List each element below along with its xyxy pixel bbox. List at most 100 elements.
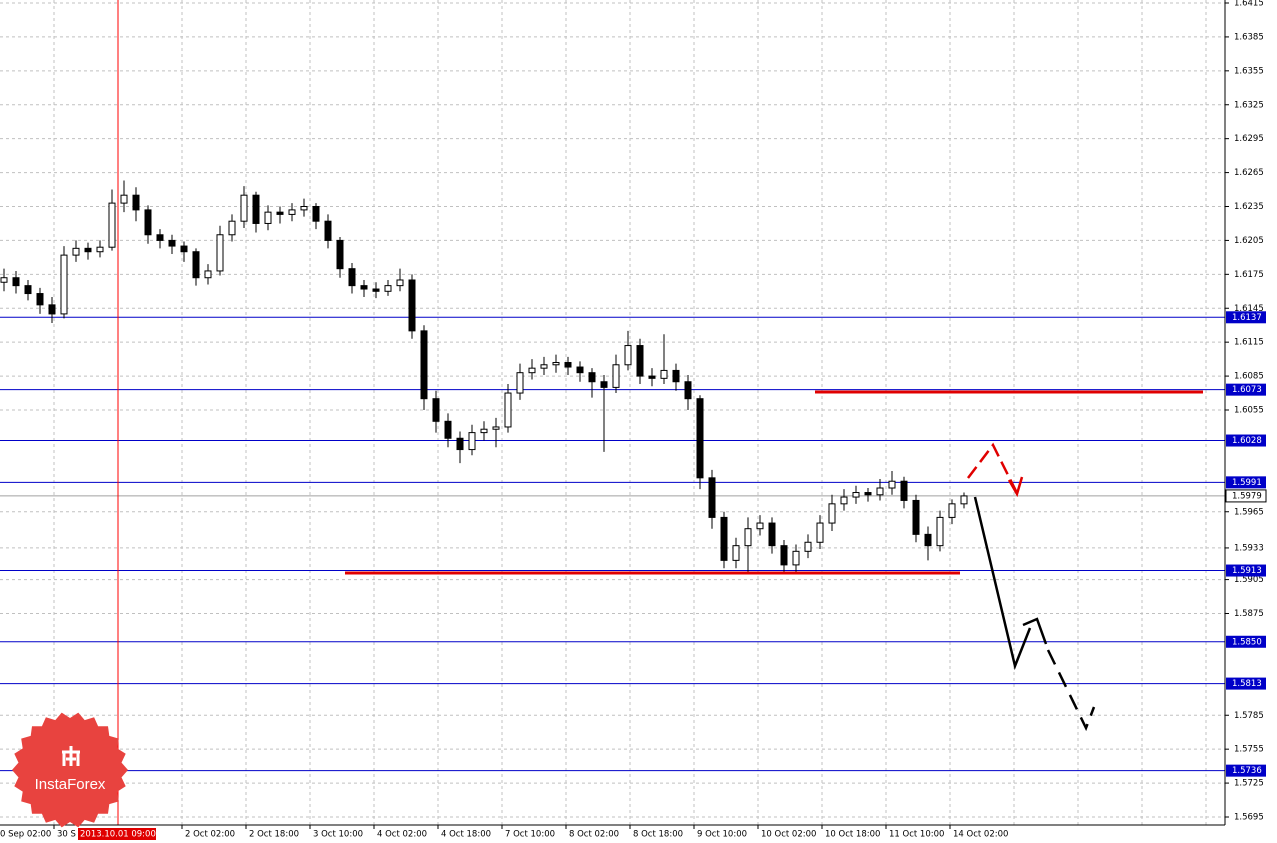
x-tick-label: 0 Sep 02:00 bbox=[0, 830, 51, 840]
candle-body bbox=[876, 487, 884, 496]
candle-body bbox=[192, 251, 200, 279]
current-price-label: 1.5979 bbox=[1232, 491, 1262, 501]
level-label-box bbox=[1226, 635, 1266, 648]
candle-body bbox=[336, 239, 344, 270]
candle-body bbox=[48, 304, 56, 315]
x-tick-label: 4 Oct 02:00 bbox=[377, 830, 427, 840]
candle-body bbox=[948, 503, 956, 518]
level-label: 1.5813 bbox=[1232, 679, 1262, 689]
level-label-box bbox=[1226, 764, 1266, 777]
x-tick-label: 2 Oct 18:00 bbox=[249, 830, 299, 840]
candle-body bbox=[252, 194, 260, 224]
y-tick-label: 1.5905 bbox=[1234, 575, 1264, 585]
candle-body bbox=[696, 398, 704, 479]
level-label: 1.6028 bbox=[1232, 436, 1262, 446]
candle-body bbox=[144, 209, 152, 236]
candle-body bbox=[84, 247, 92, 253]
level-label-box bbox=[1226, 311, 1266, 324]
candle-body bbox=[684, 381, 692, 400]
candle-body bbox=[480, 428, 488, 434]
candle-body bbox=[624, 345, 632, 366]
level-label: 1.5913 bbox=[1232, 566, 1262, 576]
forecast-arrow-dashed bbox=[1046, 649, 1096, 732]
candle-body bbox=[768, 522, 776, 547]
x-tick-label: 8 Oct 18:00 bbox=[633, 830, 683, 840]
candle-body bbox=[804, 541, 812, 552]
candle-body bbox=[864, 492, 872, 496]
candle-body bbox=[720, 516, 728, 561]
y-tick-label: 1.6115 bbox=[1234, 338, 1264, 348]
x-tick-label: 3 Oct 10:00 bbox=[313, 830, 363, 840]
candle-body bbox=[444, 420, 452, 439]
candle-body bbox=[204, 270, 212, 279]
candles bbox=[0, 180, 968, 574]
candle-body bbox=[36, 293, 44, 306]
candle-body bbox=[552, 362, 560, 366]
candle-body bbox=[780, 545, 788, 566]
logo-text: InstaForex bbox=[35, 776, 106, 793]
logo-badge bbox=[12, 712, 128, 828]
candle-body bbox=[348, 268, 356, 287]
level-label-box bbox=[1226, 434, 1266, 447]
candle-body bbox=[708, 477, 716, 518]
candle-body bbox=[360, 285, 368, 290]
y-tick-label: 1.6205 bbox=[1234, 236, 1264, 246]
x-tick-label: 14 Oct 02:00 bbox=[953, 830, 1008, 840]
current-price-box bbox=[1225, 489, 1267, 503]
candle-body bbox=[828, 503, 836, 524]
y-tick-label: 1.6235 bbox=[1234, 202, 1264, 212]
candle-body bbox=[468, 432, 476, 451]
x-tick-label: 4 Oct 18:00 bbox=[441, 830, 491, 840]
candle-body bbox=[120, 194, 128, 204]
candle-body bbox=[0, 277, 8, 283]
candle-body bbox=[588, 372, 596, 383]
y-tick-label: 1.5933 bbox=[1234, 543, 1264, 553]
candle-body bbox=[264, 211, 272, 224]
candle-body bbox=[492, 426, 500, 430]
candle-body bbox=[600, 381, 608, 388]
logo-icon bbox=[62, 746, 80, 766]
candle-body bbox=[384, 285, 392, 292]
cursor-time-box bbox=[78, 828, 156, 840]
candle-body bbox=[852, 492, 860, 498]
level-label: 1.5736 bbox=[1232, 766, 1262, 776]
candle-body bbox=[636, 345, 644, 377]
level-label: 1.6137 bbox=[1232, 313, 1262, 323]
logo: InstaForex bbox=[12, 712, 128, 828]
candle-body bbox=[744, 528, 752, 547]
candle-body bbox=[132, 194, 140, 211]
candle-body bbox=[228, 220, 236, 236]
candle-body bbox=[396, 279, 404, 287]
grid bbox=[0, 0, 1225, 825]
y-tick-label: 1.6325 bbox=[1234, 100, 1264, 110]
y-tick-label: 1.6385 bbox=[1234, 32, 1264, 42]
candle-body bbox=[60, 254, 68, 315]
y-tick-label: 1.6055 bbox=[1234, 406, 1264, 416]
y-tick-label: 1.6355 bbox=[1234, 66, 1264, 76]
candle-body bbox=[96, 246, 104, 253]
candle-body bbox=[924, 533, 932, 547]
candle-body bbox=[456, 437, 464, 451]
y-tick-label: 1.6175 bbox=[1234, 270, 1264, 280]
y-tick-label: 1.5875 bbox=[1234, 609, 1264, 619]
candle-body bbox=[312, 206, 320, 222]
level-label-box bbox=[1226, 677, 1266, 690]
arrow-head bbox=[1007, 476, 1024, 498]
candle-body bbox=[300, 206, 308, 211]
candle-body bbox=[756, 522, 764, 530]
candle-body bbox=[180, 245, 188, 253]
x-tick-label: 10 Oct 02:00 bbox=[761, 830, 816, 840]
candle-body bbox=[612, 364, 620, 388]
candle-body bbox=[816, 522, 824, 543]
cursor-time-label: 2013.10.01 09:00 bbox=[80, 830, 156, 840]
y-tick-label: 1.5965 bbox=[1234, 507, 1264, 517]
candle-body bbox=[324, 220, 332, 241]
candle-body bbox=[420, 330, 428, 400]
forecast-arrow-down bbox=[973, 496, 1032, 671]
candle-body bbox=[276, 211, 284, 215]
candle-body bbox=[72, 247, 80, 256]
level-label: 1.5991 bbox=[1232, 478, 1262, 488]
candle-body bbox=[516, 372, 524, 394]
